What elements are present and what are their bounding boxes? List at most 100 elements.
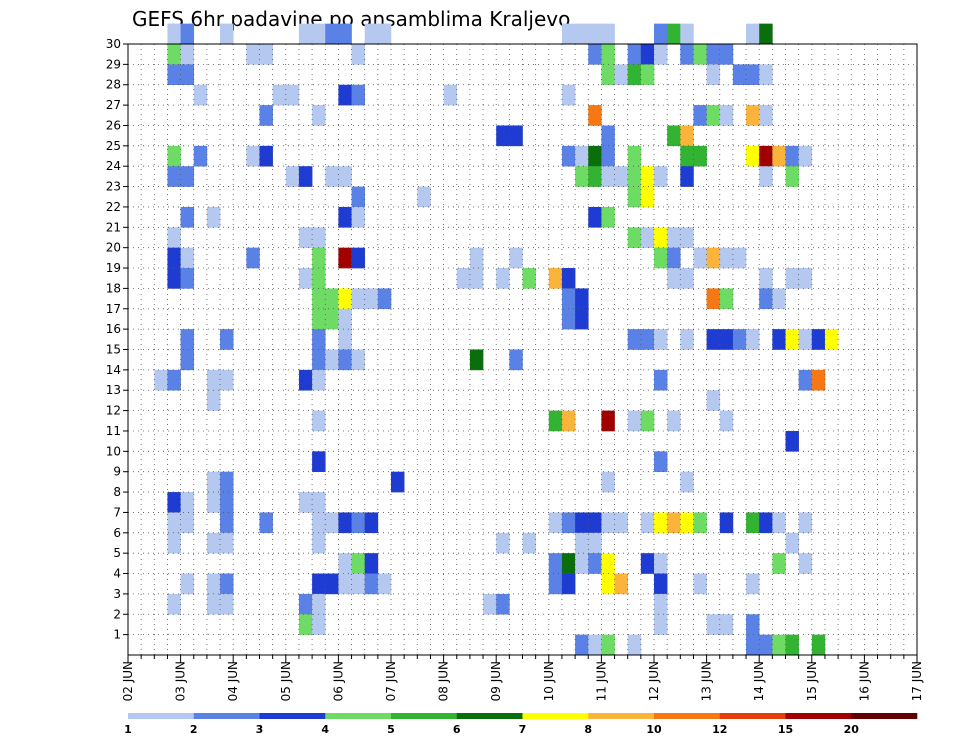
heatmap-cell bbox=[667, 23, 681, 45]
heatmap-cell bbox=[706, 105, 721, 126]
heatmap-cell bbox=[364, 23, 379, 45]
heatmap-cell bbox=[811, 634, 826, 656]
heatmap-cell bbox=[167, 44, 181, 65]
heatmap-cell bbox=[759, 288, 773, 310]
y-tick-label: 25 bbox=[106, 139, 121, 153]
heatmap-cell bbox=[667, 227, 681, 248]
heatmap-cell bbox=[180, 268, 195, 289]
legend-label: 3 bbox=[256, 723, 264, 736]
heatmap-cell bbox=[667, 268, 681, 289]
heatmap-cell bbox=[759, 634, 773, 656]
heatmap-cell bbox=[680, 23, 694, 45]
heatmap-cell bbox=[312, 410, 326, 432]
heatmap-cell bbox=[325, 288, 339, 310]
heatmap-cell bbox=[351, 44, 365, 65]
heatmap-cell bbox=[772, 634, 786, 656]
heatmap-cell bbox=[167, 492, 181, 513]
heatmap-cell bbox=[588, 634, 602, 656]
heatmap-cell bbox=[167, 369, 181, 391]
heatmap-cell bbox=[627, 329, 642, 350]
heatmap-cell bbox=[588, 512, 602, 534]
heatmap-cell bbox=[785, 268, 799, 289]
heatmap-cell bbox=[351, 84, 365, 106]
heatmap-cell bbox=[509, 247, 523, 269]
heatmap-cell bbox=[206, 593, 221, 615]
legend-swatch bbox=[128, 713, 195, 719]
heatmap-cell bbox=[496, 593, 510, 615]
legend-label: 7 bbox=[519, 723, 527, 736]
heatmap-cell bbox=[180, 329, 195, 350]
heatmap-cell bbox=[298, 369, 313, 391]
heatmap-cell bbox=[312, 268, 326, 289]
heatmap-cell bbox=[601, 553, 615, 574]
heatmap-cell bbox=[469, 349, 484, 371]
heatmap-cell bbox=[338, 329, 352, 350]
heatmap-cell bbox=[601, 64, 615, 86]
heatmap-cell bbox=[220, 512, 234, 534]
heatmap-cell bbox=[588, 23, 602, 45]
heatmap-cell bbox=[640, 227, 655, 248]
heatmap-cell bbox=[180, 349, 195, 371]
heatmap-cell bbox=[667, 125, 681, 147]
y-tick-label: 12 bbox=[106, 404, 121, 418]
heatmap-cell bbox=[220, 532, 234, 554]
y-tick-label: 15 bbox=[106, 343, 121, 357]
heatmap-cell bbox=[298, 614, 313, 635]
heatmap-cell bbox=[601, 44, 615, 65]
heatmap-cell bbox=[759, 268, 773, 289]
heatmap-cell bbox=[706, 614, 721, 635]
heatmap-cell bbox=[259, 512, 273, 534]
y-tick-label: 10 bbox=[106, 444, 121, 458]
heatmap-cell bbox=[627, 634, 642, 656]
heatmap-cell bbox=[575, 145, 589, 167]
heatmap-cell bbox=[456, 268, 471, 289]
heatmap-cell bbox=[601, 125, 615, 147]
heatmap-cell bbox=[667, 247, 681, 269]
heatmap-cell bbox=[785, 329, 799, 350]
heatmap-cell bbox=[391, 471, 405, 493]
heatmap-cell bbox=[601, 145, 615, 167]
heatmap-cell bbox=[364, 512, 379, 534]
x-tick-label: 03 JUN bbox=[174, 661, 188, 701]
heatmap-cell bbox=[654, 329, 668, 350]
heatmap-cell bbox=[338, 206, 352, 228]
heatmap-cell bbox=[496, 125, 510, 147]
y-tick-label: 17 bbox=[106, 302, 121, 316]
heatmap-cell bbox=[575, 288, 589, 310]
heatmap-cell bbox=[312, 512, 326, 534]
heatmap-cell bbox=[746, 573, 760, 595]
y-tick-label: 3 bbox=[113, 587, 121, 601]
legend-label: 6 bbox=[453, 723, 461, 736]
heatmap-cell bbox=[785, 634, 799, 656]
legend-swatch bbox=[456, 713, 523, 719]
heatmap-cell bbox=[561, 308, 576, 330]
heatmap-cell bbox=[180, 247, 195, 269]
heatmap-cell bbox=[601, 23, 615, 45]
heatmap-cell bbox=[601, 410, 615, 432]
heatmap-cell bbox=[312, 593, 326, 615]
heatmap-cell bbox=[522, 268, 536, 289]
heatmap-cell bbox=[654, 227, 668, 248]
heatmap-cell bbox=[601, 206, 615, 228]
heatmap-cell bbox=[312, 329, 326, 350]
heatmap-cell bbox=[654, 247, 668, 269]
x-tick-label: 06 JUN bbox=[331, 661, 345, 701]
heatmap-cell bbox=[325, 166, 339, 187]
heatmap-cell bbox=[298, 593, 313, 615]
heatmap-cell bbox=[338, 349, 352, 371]
heatmap-cell bbox=[312, 227, 326, 248]
heatmap-cell bbox=[680, 166, 694, 187]
heatmap-cell bbox=[627, 166, 642, 187]
heatmap-cell bbox=[180, 573, 195, 595]
heatmap-cell bbox=[667, 512, 681, 534]
heatmap-cell bbox=[180, 512, 195, 534]
heatmap-cell bbox=[680, 268, 694, 289]
heatmap-cell bbox=[496, 532, 510, 554]
heatmap-cell bbox=[167, 227, 181, 248]
heatmap-cell bbox=[680, 145, 694, 167]
heatmap-cell bbox=[680, 125, 694, 147]
heatmap-cell bbox=[338, 288, 352, 310]
heatmap-cell bbox=[798, 369, 813, 391]
heatmap-cell bbox=[561, 23, 576, 45]
heatmap-cell bbox=[193, 84, 208, 106]
